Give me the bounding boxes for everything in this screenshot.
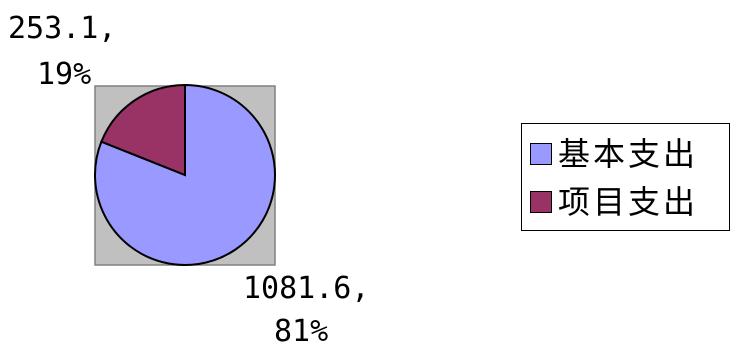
- data-label-percent-1: 81%: [274, 314, 328, 346]
- data-label-value-1: 1081.6,: [243, 271, 369, 306]
- legend-item-project: 项目支出: [530, 178, 698, 226]
- legend-label-project: 项目支出: [558, 183, 699, 221]
- pie-slice-2: [100, 83, 186, 177]
- legend-swatch-project: [530, 191, 552, 213]
- data-label-percent-2: 19%: [37, 57, 91, 92]
- legend-swatch-basic: [530, 143, 552, 165]
- legend-label-basic: 基本支出: [558, 135, 699, 173]
- legend: 基本支出 项目支出: [521, 123, 730, 231]
- legend-item-basic: 基本支出: [530, 130, 698, 178]
- data-label-value-2: 253.1,: [8, 11, 116, 46]
